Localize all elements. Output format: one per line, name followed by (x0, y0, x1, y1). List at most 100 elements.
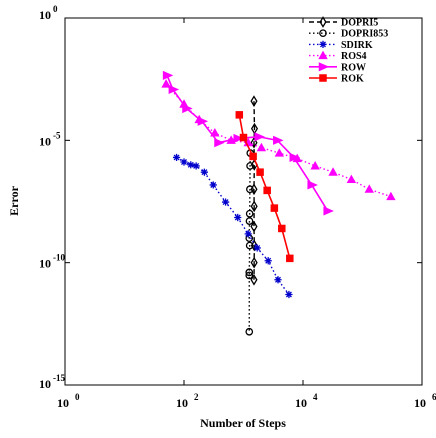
legend-marker-row (318, 62, 330, 72)
legend-item-ros4: ROS4 (309, 50, 367, 62)
point-dopri5-6 (250, 220, 258, 233)
series-row (162, 70, 334, 216)
point-dopri853-3 (245, 209, 254, 218)
x-tick-label-3-base: 10 (414, 396, 426, 410)
y-tick-label-3: 10 -15 (39, 373, 65, 391)
x-tick-label-1-base: 10 (176, 396, 188, 410)
y-tick-label-3-base: 10 (39, 377, 51, 391)
point-dopri853-8 (245, 271, 254, 280)
point-ros4-13 (386, 191, 396, 201)
point-dopri853-2 (246, 185, 254, 194)
point-dopri853-7 (245, 268, 254, 277)
point-row-8 (289, 152, 301, 163)
legend-label-rok: ROK (341, 74, 364, 85)
point-dopri5-0 (250, 95, 258, 107)
legend-marker-rok (319, 74, 327, 82)
point-dopri853-9 (245, 327, 254, 336)
point-row-0 (162, 70, 174, 81)
point-sdirk-2 (187, 161, 195, 169)
point-ros4-6 (256, 142, 267, 152)
point-sdirk-7 (234, 213, 242, 222)
legend-marker-dopri5 (319, 16, 327, 28)
x-tick-label-3: 10 6 (414, 392, 436, 410)
legend-label-dopri5: DOPRI5 (341, 18, 378, 29)
point-row-3 (197, 116, 209, 126)
point-row-2 (182, 103, 193, 114)
legend-item-sdirk: SDIRK (309, 40, 373, 51)
legend-label-dopri853: DOPRI853 (341, 29, 388, 40)
point-row-1 (168, 84, 180, 95)
legend-label-ros4: ROS4 (341, 51, 367, 62)
x-axis-title: Number of Steps (200, 416, 286, 430)
point-ros4-11 (346, 174, 357, 184)
legend-item-rok: ROK (309, 74, 364, 85)
series-line-dopri853 (248, 153, 251, 332)
x-tick-label-0-exp: 0 (75, 392, 80, 402)
x-tick-label-1-exp: 2 (194, 392, 199, 402)
series-rok (235, 111, 294, 263)
series-layer (161, 70, 396, 336)
series-line-sdirk (176, 156, 290, 295)
legend-marker-sdirk (319, 40, 327, 48)
point-sdirk-1 (180, 158, 188, 166)
point-sdirk-11 (274, 276, 282, 284)
legend-marker-dopri853 (319, 29, 327, 38)
x-tick-label-2-base: 10 (295, 396, 307, 410)
legend-marker-ros4 (318, 50, 328, 60)
point-rok-3 (256, 168, 264, 176)
point-rok-7 (286, 254, 294, 263)
point-dopri5-8 (250, 256, 258, 269)
point-ros4-0 (161, 79, 171, 88)
point-dopri853-1 (246, 162, 254, 170)
series-dopri5 (250, 95, 259, 286)
y-tick-label-2: 10 -10 (39, 253, 65, 271)
point-rok-2 (249, 152, 257, 161)
y-tick-label-1-base: 10 (39, 134, 51, 148)
y-tick-label-3-exp: -15 (53, 373, 65, 383)
point-ros4-10 (328, 167, 338, 176)
y-tick-label-0-exp: 0 (53, 4, 58, 14)
point-dopri5-2 (250, 136, 258, 149)
point-dopri853-6 (245, 241, 254, 250)
point-dopri5-5 (250, 200, 258, 213)
plot-frame (64, 17, 423, 386)
point-sdirk-5 (209, 181, 217, 189)
x-tick-label-0: 10 0 (57, 392, 80, 410)
y-tick-label-1-exp: -5 (53, 130, 61, 140)
point-sdirk-3 (192, 162, 200, 170)
point-ros4-7 (274, 148, 285, 157)
point-dopri5-9 (250, 273, 258, 286)
legend-item-dopri853: DOPRI853 (309, 29, 388, 40)
legend-label-sdirk: SDIRK (341, 40, 373, 51)
point-rok-0 (235, 111, 244, 119)
point-row-4 (214, 138, 225, 148)
point-rok-4 (263, 186, 271, 195)
point-sdirk-12 (285, 290, 293, 299)
point-row-9 (307, 180, 318, 190)
legend-item-row: ROW (309, 62, 366, 73)
x-tick-label-3-exp: 6 (432, 392, 436, 402)
point-row-10 (323, 206, 334, 216)
point-row-5 (233, 133, 244, 143)
point-rok-5 (270, 204, 279, 212)
y-axis-title: Error (7, 185, 21, 215)
series-dopri853 (245, 149, 255, 336)
point-sdirk-8 (244, 230, 252, 238)
point-row-6 (254, 132, 265, 142)
legend-item-dopri5: DOPRI5 (309, 16, 378, 29)
point-rok-1 (239, 133, 248, 142)
series-sdirk (172, 153, 293, 299)
point-ros4-3 (210, 128, 220, 137)
point-sdirk-0 (172, 153, 181, 162)
legend-label-row: ROW (341, 62, 366, 73)
point-ros4-12 (364, 184, 374, 193)
point-sdirk-9 (253, 244, 261, 252)
point-sdirk-10 (264, 257, 272, 265)
series-line-dopri5 (253, 101, 256, 280)
point-sdirk-6 (221, 198, 230, 206)
y-tick-label-1: 10 -5 (39, 130, 61, 148)
x-tick-label-0-base: 10 (57, 396, 69, 410)
